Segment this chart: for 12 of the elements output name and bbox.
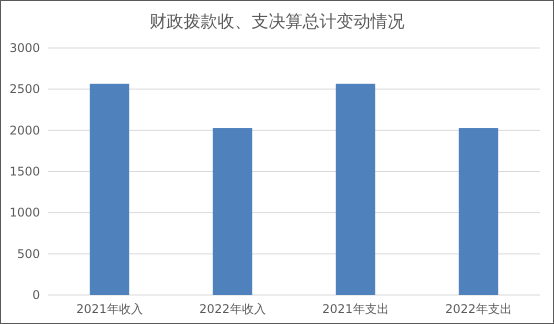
chart-title: 财政拨款收、支决算总计变动情况 bbox=[150, 12, 404, 32]
x-tick-label: 2022年收入 bbox=[199, 302, 266, 316]
x-tick-label: 2021年收入 bbox=[76, 302, 143, 316]
y-tick-label: 3000 bbox=[9, 41, 40, 55]
x-tick-label: 2022年支出 bbox=[445, 302, 512, 316]
y-tick-label: 2000 bbox=[9, 123, 40, 138]
y-tick-label: 1500 bbox=[9, 164, 40, 178]
y-tick-label: 500 bbox=[17, 246, 40, 261]
x-tick-label: 2021年支出 bbox=[322, 302, 389, 316]
y-tick-label: 2500 bbox=[9, 82, 40, 96]
y-tick-label: 0 bbox=[32, 288, 40, 302]
y-tick-label: 1000 bbox=[9, 206, 40, 220]
